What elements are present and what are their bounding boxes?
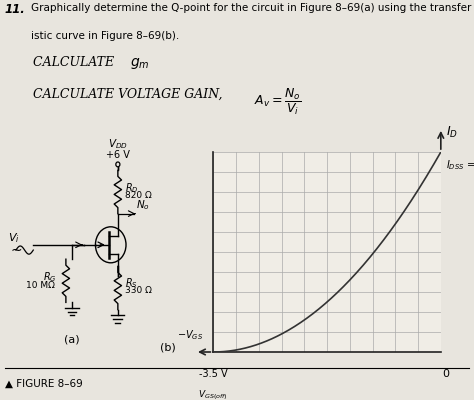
Text: $V_{DD}$: $V_{DD}$ (108, 138, 128, 151)
Text: 11.: 11. (5, 3, 26, 16)
Text: 0: 0 (442, 369, 449, 379)
Text: 820 Ω: 820 Ω (126, 191, 152, 200)
Text: CALCULATE VOLTAGE GAIN,: CALCULATE VOLTAGE GAIN, (33, 87, 231, 100)
Text: $R_S$: $R_S$ (126, 276, 138, 290)
Text: $I_{DSS}$ = 5 mA: $I_{DSS}$ = 5 mA (446, 158, 474, 172)
Text: +6 V: +6 V (106, 150, 130, 160)
Text: 10 MΩ: 10 MΩ (26, 281, 55, 290)
Text: $-V_{GS}$: $-V_{GS}$ (177, 328, 204, 342)
Text: ▲ FIGURE 8–69: ▲ FIGURE 8–69 (5, 379, 82, 389)
Text: 330 Ω: 330 Ω (126, 286, 152, 295)
Text: (a): (a) (64, 334, 80, 344)
Text: $A_v = \dfrac{N_o}{V_i}$: $A_v = \dfrac{N_o}{V_i}$ (254, 87, 301, 118)
Text: (b): (b) (160, 343, 176, 353)
Text: -3.5 V: -3.5 V (199, 369, 228, 379)
Text: $R_D$: $R_D$ (126, 182, 139, 195)
Text: $R_G$: $R_G$ (43, 270, 57, 284)
Text: $V_{GS(off)}$: $V_{GS(off)}$ (199, 388, 228, 400)
Text: $N_o$: $N_o$ (136, 198, 150, 212)
Text: $V_i$: $V_i$ (8, 231, 19, 245)
Text: Graphically determine the Q-point for the circuit in Figure 8–69(a) using the tr: Graphically determine the Q-point for th… (31, 3, 474, 13)
Text: CALCULATE: CALCULATE (33, 56, 122, 69)
Text: $I_D$: $I_D$ (446, 124, 458, 140)
Text: istic curve in Figure 8–69(b).: istic curve in Figure 8–69(b). (31, 31, 179, 41)
Text: $\sim$: $\sim$ (8, 241, 23, 256)
Text: $g_m$: $g_m$ (130, 56, 150, 71)
